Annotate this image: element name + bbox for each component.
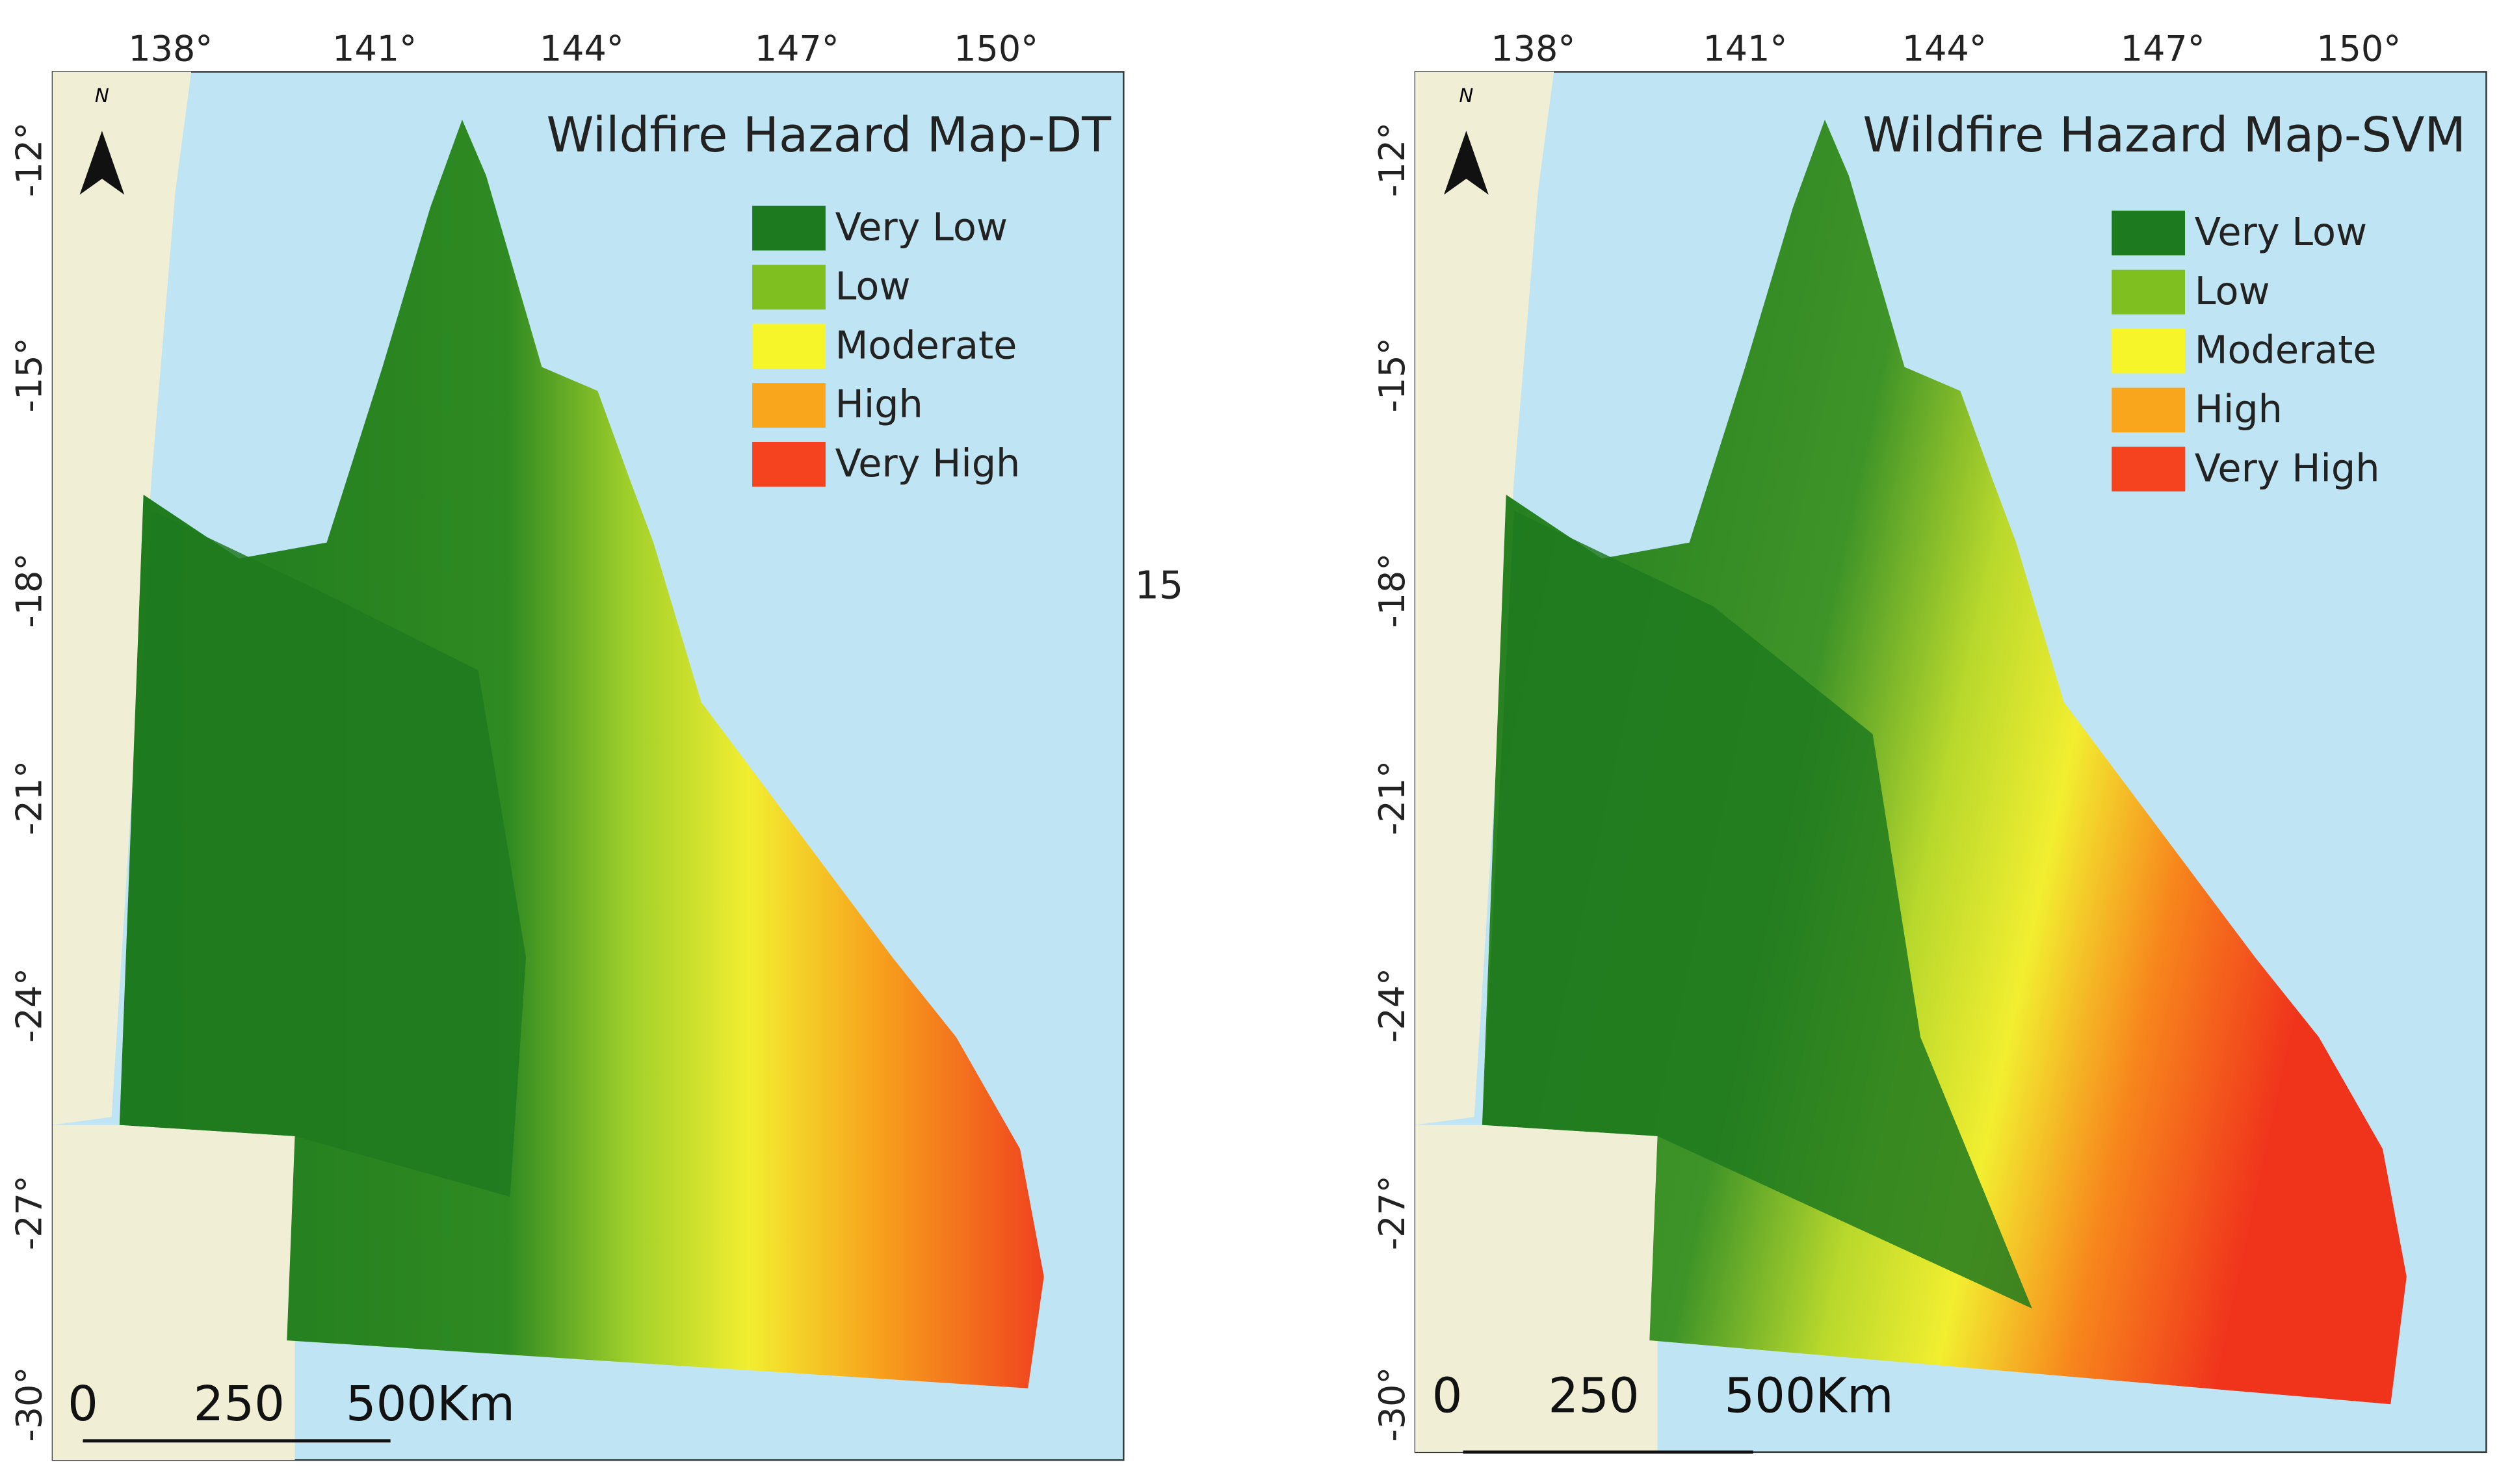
legend-swatch xyxy=(2112,211,2186,255)
lat-label: -18° xyxy=(9,553,50,628)
lon-label: 150° xyxy=(954,28,1038,69)
map-title: Wildfire Hazard Map-SVM xyxy=(1863,108,2466,163)
legend-swatch xyxy=(752,205,826,251)
north-arrow xyxy=(1444,131,1489,195)
lon-label: 138° xyxy=(1491,28,1575,69)
lat-label: -24° xyxy=(9,968,50,1043)
lat-label: -27° xyxy=(9,1175,50,1250)
north-label: N xyxy=(1459,85,1473,107)
lat-label: -24° xyxy=(1372,968,1413,1043)
legend-label: Very Low xyxy=(2195,209,2367,254)
map-panel: N Wildfire Hazard Map-SVM Very Low Low Mod… xyxy=(1372,28,2487,1454)
legend-label: High xyxy=(835,382,923,426)
lat-labels: -12° -15° -18° -21° -24° -27° -30° xyxy=(9,122,50,1442)
lon-label: 150° xyxy=(2316,28,2401,69)
land xyxy=(1415,72,1554,1125)
legend-label: Low xyxy=(2195,268,2270,313)
legend-label: Moderate xyxy=(835,322,1017,367)
legend: Very Low Low Moderate High Very High xyxy=(2112,209,2380,492)
land xyxy=(52,1125,295,1461)
lat-label: -27° xyxy=(1372,1175,1413,1250)
lon-label: 141° xyxy=(332,28,417,69)
lat-label: -15° xyxy=(1372,337,1413,412)
lon-label: 138° xyxy=(128,28,213,69)
map-title: Wildfire Hazard Map-DT xyxy=(547,108,1112,163)
legend-swatch xyxy=(752,441,826,487)
hazard-region xyxy=(1482,510,2032,1308)
lon-label: 144° xyxy=(1902,28,1987,69)
legend-swatch xyxy=(752,324,826,369)
lon-label: 141° xyxy=(1703,28,1787,69)
north-label: N xyxy=(95,85,109,107)
legend-label: Very High xyxy=(2195,445,2380,490)
lat-label: -21° xyxy=(1372,761,1413,835)
lat-label: -30° xyxy=(9,1367,50,1442)
legend-label: High xyxy=(2195,386,2283,431)
lon-label: 144° xyxy=(540,28,624,69)
lat-label: -12° xyxy=(1372,122,1413,197)
legend-swatch xyxy=(752,265,826,310)
lat-label: -21° xyxy=(9,761,50,835)
legend-swatch xyxy=(2112,328,2186,374)
legend-swatch xyxy=(2112,269,2186,315)
legend-label: Very Low xyxy=(835,205,1008,250)
land xyxy=(1415,1125,1658,1452)
map-panel: N Wildfire Hazard Map-DT Very Low Low Mode… xyxy=(9,28,1183,1461)
legend-label: Very High xyxy=(835,441,1021,486)
legend-label: Moderate xyxy=(2195,328,2377,372)
scale-label: 250 xyxy=(1548,1368,1639,1424)
lat-label: -12° xyxy=(9,122,50,197)
edge-label: 15 xyxy=(1134,563,1183,608)
lat-labels: -12° -15° -18° -21° -24° -27° -30° xyxy=(1372,122,1413,1442)
scale-label: 250 xyxy=(194,1377,285,1432)
scale-label: 500Km xyxy=(346,1377,515,1432)
lat-label: -30° xyxy=(1372,1367,1413,1442)
scale-label: 500Km xyxy=(1724,1368,1893,1424)
legend-swatch xyxy=(752,383,826,428)
lat-label: -18° xyxy=(1372,553,1413,628)
lat-label: -15° xyxy=(9,337,50,412)
north-arrow xyxy=(79,131,125,195)
legend: Very Low Low Moderate High Very High xyxy=(752,205,1020,487)
legend-swatch xyxy=(2112,387,2186,433)
lon-label: 147° xyxy=(2121,28,2205,69)
scale-label: 0 xyxy=(68,1377,98,1432)
hazard-region xyxy=(119,510,527,1197)
land xyxy=(52,72,192,1125)
scale-label: 0 xyxy=(1432,1368,1463,1424)
lon-label: 147° xyxy=(755,28,839,69)
legend-swatch xyxy=(2112,447,2186,492)
legend-label: Low xyxy=(835,263,911,308)
